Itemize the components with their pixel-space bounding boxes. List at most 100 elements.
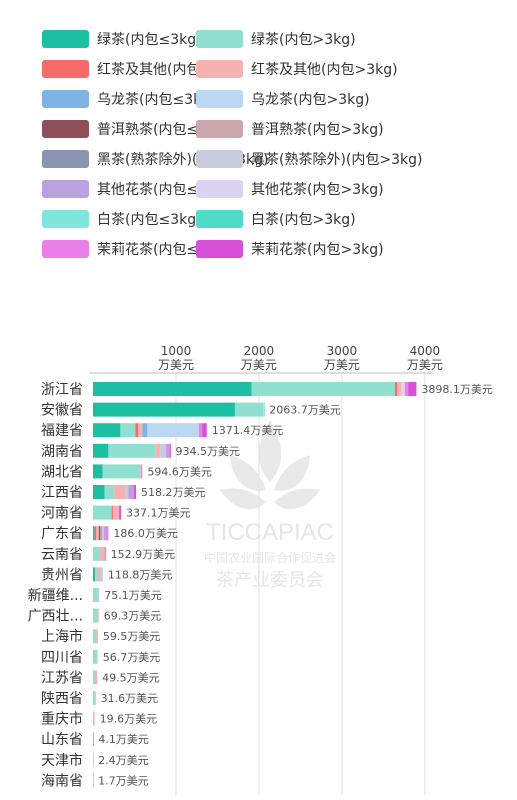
bar-value-label: 19.6万美元 [100, 713, 158, 726]
legend-swatch [196, 240, 243, 258]
x-tick-label: 4000 [410, 344, 441, 358]
legend-swatch [42, 30, 89, 48]
bar-segment [134, 485, 136, 499]
legend-item[interactable]: 绿茶(内包>3kg) [196, 28, 356, 50]
bar-segment [120, 423, 136, 438]
bar-segment [114, 485, 126, 499]
bar-segment [93, 464, 103, 479]
legend-item[interactable]: 红茶及其他(内包>3kg) [196, 58, 398, 80]
bar-segment [93, 423, 121, 438]
legend-label: 其他花茶(内包>3kg) [251, 182, 384, 198]
bar-segment [93, 526, 95, 541]
bar-segment [147, 423, 199, 438]
category-label: 上海市 [41, 628, 83, 645]
category-label: 江西省 [41, 485, 83, 501]
category-label: 江苏省 [41, 670, 83, 686]
legend-swatch [42, 180, 89, 198]
bar-value-label: 1.7万美元 [98, 774, 149, 787]
category-label: 天津市 [41, 752, 83, 769]
bar-segment [93, 649, 97, 664]
bar-value-label: 518.2万美元 [141, 486, 206, 499]
legend-swatch [196, 90, 243, 108]
bar-segment [93, 670, 96, 685]
bar-segment [93, 629, 97, 644]
bar-segment [101, 526, 103, 541]
bar-value-label: 49.5万美元 [102, 671, 160, 684]
category-label: 湖南省 [41, 444, 83, 460]
legend-label: 白茶(内包≤3kg) [97, 212, 202, 228]
x-tick-label: 3000 [327, 344, 358, 358]
bar-segment [93, 402, 235, 417]
watermark-sub1: 中国农业国际合作促进会 [204, 550, 336, 565]
bar-segment [95, 567, 97, 582]
category-label: 云南省 [41, 547, 83, 563]
legend-item[interactable]: 乌龙茶(内包≤3kg) [42, 88, 216, 110]
bar-segment [111, 505, 113, 520]
bar-segment [155, 443, 161, 458]
category-label: 新疆维... [28, 588, 83, 604]
bar-segment [93, 732, 95, 747]
bar-segment [408, 382, 417, 396]
legend-swatch [196, 60, 243, 78]
leaf-icon [220, 420, 320, 510]
bar-segment [140, 464, 143, 479]
bar-segment [102, 464, 140, 479]
category-label: 贵州省 [41, 567, 83, 583]
legend-item[interactable]: 茉莉花茶(内包>3kg) [196, 238, 384, 260]
bar-value-label: 152.9万美元 [111, 548, 176, 561]
legend-swatch [196, 120, 243, 138]
bar-segment [119, 505, 121, 520]
bar-value-label: 186.0万美元 [113, 527, 178, 540]
legend-label: 茉莉花茶(内包>3kg) [251, 242, 384, 258]
bar-segment [93, 752, 94, 767]
bar-value-label: 3898.1万美元 [421, 383, 493, 396]
bar-segment [397, 382, 402, 396]
category-label: 广东省 [41, 526, 83, 542]
watermark-logo: TICCAPIAC 中国农业国际合作促进会 茶产业委员会 [204, 420, 336, 591]
category-label: 四川省 [41, 650, 83, 666]
category-label: 浙江省 [41, 382, 83, 398]
bar-segment [128, 485, 133, 499]
legend-item[interactable]: 白茶(内包>3kg) [196, 208, 356, 230]
bar-segment [142, 423, 148, 438]
bar-segment [160, 443, 167, 458]
legend-item[interactable]: 乌龙茶(内包>3kg) [196, 88, 370, 110]
bar-segment [93, 443, 109, 458]
bar-value-label: 337.1万美元 [126, 507, 190, 520]
legend-item[interactable]: 白茶(内包≤3kg) [42, 208, 202, 230]
bar-segment [97, 588, 100, 602]
legend-item[interactable]: 普洱熟茶(内包>3kg) [196, 118, 384, 140]
bar-segment [198, 423, 203, 438]
bar-segment [263, 402, 265, 417]
legend-item[interactable]: 其他花茶(内包>3kg) [196, 178, 384, 200]
category-label: 广西壮... [28, 609, 83, 625]
bar-segment [93, 773, 94, 788]
bar-segment [263, 402, 265, 417]
bar-value-label: 69.3万美元 [104, 610, 161, 623]
bar-segment [103, 526, 106, 541]
bar-segment [100, 546, 105, 561]
bar-segment [104, 485, 115, 499]
chart-legend: 绿茶(内包≤3kg) 绿茶(内包>3kg) 红茶及其他(内包≤3kg) 红茶及其他(内… [0, 0, 517, 270]
bar-segment [401, 382, 405, 396]
legend-item[interactable]: 绿茶(内包≤3kg) [42, 28, 202, 50]
legend-item[interactable]: 黑茶(熟茶除外)(内包>3kg) [196, 148, 422, 170]
legend-swatch [196, 180, 243, 198]
x-tick-unit: 万美元 [241, 358, 277, 372]
bar-segment [105, 546, 107, 561]
legend-swatch [42, 60, 89, 78]
category-label: 陕西省 [41, 691, 83, 707]
x-tick-label: 2000 [244, 344, 275, 358]
bar-segment [93, 546, 101, 561]
watermark-sub2: 茶产业委员会 [216, 570, 324, 591]
bar-segment [105, 526, 109, 541]
bar-value-label: 594.6万美元 [147, 465, 212, 478]
bar-segment [94, 526, 97, 541]
bar-segment [95, 691, 96, 705]
category-label: 安徽省 [41, 403, 83, 419]
category-label: 河南省 [41, 506, 83, 522]
bar-segment [93, 711, 95, 726]
legend-swatch [42, 240, 89, 258]
bar-segment [96, 567, 99, 582]
x-tick-unit: 万美元 [158, 358, 194, 372]
